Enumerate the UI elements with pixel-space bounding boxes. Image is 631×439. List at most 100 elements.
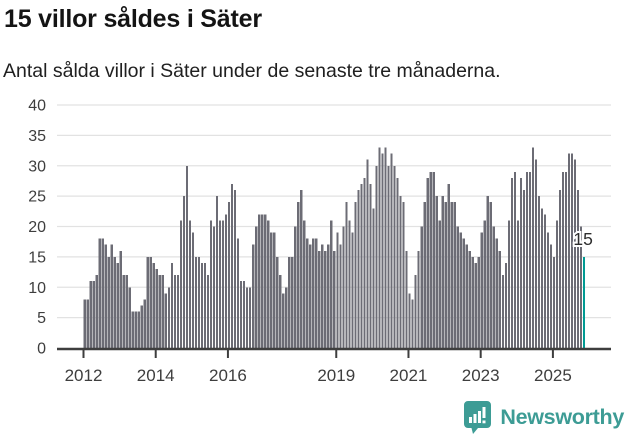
bar: [122, 275, 125, 348]
bar: [113, 256, 116, 348]
bar: [95, 275, 98, 348]
bar: [182, 196, 186, 348]
bar: [333, 250, 336, 348]
bar: [447, 183, 450, 348]
bar: [576, 190, 580, 348]
bar: [354, 202, 357, 348]
bar: [327, 244, 330, 348]
bar: [348, 220, 351, 348]
bar: [119, 250, 122, 348]
bar: [101, 238, 104, 348]
bar: [456, 226, 459, 348]
bar: [330, 220, 333, 348]
bar: [528, 171, 532, 348]
bar: [146, 256, 149, 348]
bar: [258, 214, 261, 348]
bar: [164, 293, 167, 348]
bar: [432, 171, 435, 348]
chart-title: 15 villor såldes i Säter: [4, 5, 262, 33]
bar: [282, 293, 285, 348]
bar: [399, 196, 402, 348]
bar: [309, 244, 312, 348]
y-axis-tick-label: 10: [28, 280, 46, 297]
bar: [459, 232, 462, 348]
bar: [453, 202, 456, 348]
bar: [242, 281, 246, 348]
bar: [501, 275, 505, 348]
bar: [261, 214, 264, 348]
bar: [426, 177, 429, 348]
bar: [423, 202, 426, 348]
bar: [393, 165, 396, 348]
bar: [507, 220, 511, 348]
bar: [215, 196, 219, 348]
bar: [420, 226, 423, 348]
bar: [194, 256, 198, 348]
bar: [417, 250, 420, 348]
bar: [89, 281, 92, 348]
bar: [555, 220, 559, 348]
bar: [366, 159, 369, 348]
bar: [525, 171, 529, 348]
highlighted-bar: [582, 256, 586, 348]
bar: [552, 256, 556, 348]
bar: [98, 238, 101, 348]
bar: [288, 256, 291, 348]
bar: [324, 250, 327, 348]
bar: [137, 311, 140, 348]
bar: [125, 275, 128, 348]
bar: [558, 190, 562, 348]
bar: [212, 226, 216, 348]
bar: [110, 244, 113, 348]
bar: [546, 232, 550, 348]
bar: [375, 165, 378, 348]
bar: [134, 311, 137, 348]
bar: [531, 147, 535, 348]
bar: [408, 293, 411, 348]
bar: [200, 262, 204, 348]
bar: [197, 256, 201, 348]
bar: [513, 171, 517, 348]
bar: [185, 165, 189, 348]
x-axis-tick-label: 2025: [534, 366, 572, 385]
bar: [143, 299, 146, 348]
bar: [357, 190, 360, 348]
bar: [140, 305, 143, 348]
bar: [570, 153, 574, 348]
bar: [128, 287, 131, 348]
bar: [285, 287, 288, 348]
bar: [414, 275, 417, 348]
bar: [378, 147, 381, 348]
bar: [318, 250, 321, 348]
bar: [537, 196, 541, 348]
bar: [167, 287, 171, 348]
bar: [252, 244, 255, 348]
bar: [176, 275, 180, 348]
bar: [264, 214, 267, 348]
bar: [273, 232, 276, 348]
bar: [155, 269, 158, 348]
x-axis-tick-label: 2019: [317, 366, 355, 385]
bar: [245, 287, 249, 348]
bar: [221, 220, 225, 348]
bar: [218, 220, 222, 348]
bar: [516, 220, 520, 348]
bar: [206, 275, 210, 348]
bar: [351, 232, 354, 348]
axes: [57, 347, 611, 358]
bar: [468, 250, 471, 348]
bar: [510, 177, 514, 348]
bar: [360, 183, 363, 348]
bar: [270, 232, 273, 348]
bar: [149, 256, 152, 348]
bar: [522, 190, 526, 348]
bar: [255, 226, 258, 348]
bar: [372, 208, 375, 348]
bar: [276, 256, 279, 348]
bar: [402, 202, 405, 348]
bar: [504, 262, 508, 348]
bar: [567, 153, 571, 348]
